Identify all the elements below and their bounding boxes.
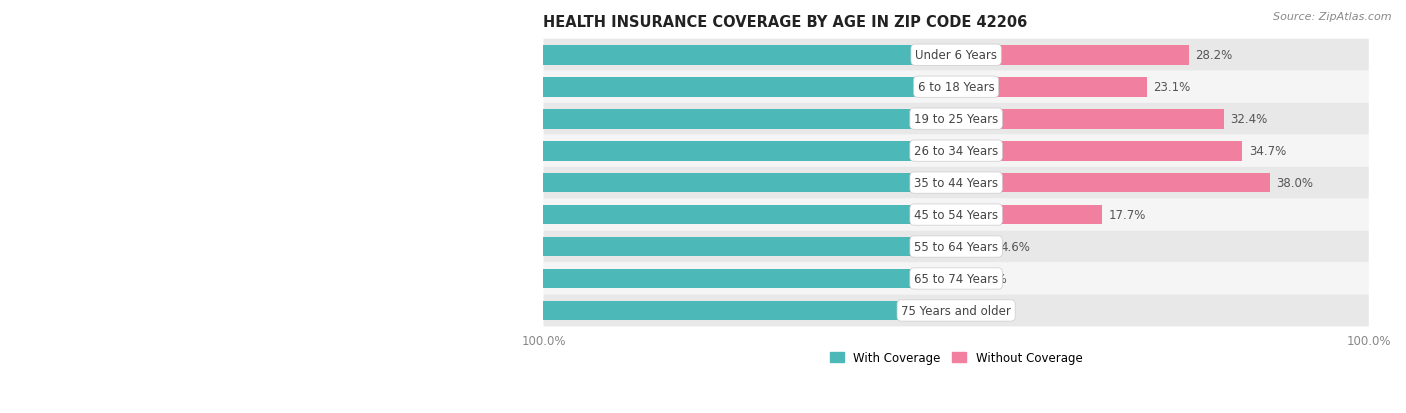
Text: 98.2%: 98.2% [157, 272, 200, 285]
Text: 32.4%: 32.4% [1230, 113, 1267, 126]
Text: 26 to 34 Years: 26 to 34 Years [914, 145, 998, 158]
Text: 34.7%: 34.7% [1249, 145, 1286, 158]
Bar [146, 269, 956, 289]
Legend: With Coverage, Without Coverage: With Coverage, Without Coverage [825, 347, 1087, 369]
Text: 17.7%: 17.7% [1109, 209, 1146, 221]
Bar [444, 173, 956, 193]
Bar [956, 237, 994, 257]
Text: 62.0%: 62.0% [457, 177, 498, 190]
Text: 45 to 54 Years: 45 to 54 Years [914, 209, 998, 221]
Bar [956, 78, 1147, 97]
Bar [322, 78, 956, 97]
Bar [277, 205, 956, 225]
Text: 35 to 44 Years: 35 to 44 Years [914, 177, 998, 190]
Bar [956, 205, 1102, 225]
Text: 0.0%: 0.0% [963, 304, 993, 317]
Bar [956, 173, 1270, 193]
Bar [398, 109, 956, 129]
Text: 75 Years and older: 75 Years and older [901, 304, 1011, 317]
Bar [956, 269, 972, 289]
FancyBboxPatch shape [544, 263, 1369, 295]
Text: 95.4%: 95.4% [181, 240, 222, 254]
Text: 6 to 18 Years: 6 to 18 Years [918, 81, 994, 94]
Text: 65 to 74 Years: 65 to 74 Years [914, 272, 998, 285]
Text: 82.3%: 82.3% [290, 209, 330, 221]
Text: 67.6%: 67.6% [411, 113, 451, 126]
Text: 1.8%: 1.8% [977, 272, 1007, 285]
Bar [131, 301, 956, 320]
Bar [364, 46, 956, 65]
Text: 55 to 64 Years: 55 to 64 Years [914, 240, 998, 254]
Bar [418, 141, 956, 161]
Text: 100.0%: 100.0% [143, 304, 193, 317]
FancyBboxPatch shape [544, 199, 1369, 231]
Text: Source: ZipAtlas.com: Source: ZipAtlas.com [1274, 12, 1392, 22]
Bar [956, 109, 1223, 129]
Bar [956, 46, 1189, 65]
Text: Under 6 Years: Under 6 Years [915, 49, 997, 62]
FancyBboxPatch shape [544, 167, 1369, 199]
Text: 76.9%: 76.9% [333, 81, 375, 94]
FancyBboxPatch shape [544, 295, 1369, 327]
Text: 38.0%: 38.0% [1277, 177, 1313, 190]
Bar [956, 141, 1243, 161]
Text: 4.6%: 4.6% [1001, 240, 1031, 254]
Text: 28.2%: 28.2% [1195, 49, 1233, 62]
FancyBboxPatch shape [544, 40, 1369, 71]
FancyBboxPatch shape [544, 103, 1369, 135]
FancyBboxPatch shape [544, 71, 1369, 103]
Text: 19 to 25 Years: 19 to 25 Years [914, 113, 998, 126]
Text: HEALTH INSURANCE COVERAGE BY AGE IN ZIP CODE 42206: HEALTH INSURANCE COVERAGE BY AGE IN ZIP … [544, 15, 1028, 30]
Text: 23.1%: 23.1% [1153, 81, 1191, 94]
Text: 71.8%: 71.8% [375, 49, 416, 62]
FancyBboxPatch shape [544, 231, 1369, 263]
Text: 65.3%: 65.3% [430, 145, 471, 158]
FancyBboxPatch shape [544, 135, 1369, 167]
Bar [169, 237, 956, 257]
